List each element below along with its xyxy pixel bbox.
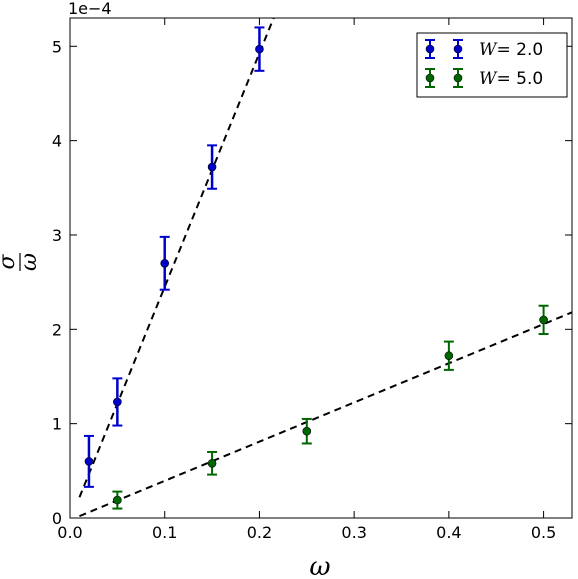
legend-marker <box>453 73 463 83</box>
x-tick-label: 0.4 <box>436 523 461 542</box>
fit-line-series-0 <box>78 17 275 498</box>
data-point <box>539 315 548 325</box>
data-point <box>160 258 170 268</box>
data-point <box>113 397 122 407</box>
data-point <box>207 162 217 172</box>
y-tick-label: 2 <box>52 320 62 339</box>
offset-label: 1e−4 <box>68 0 112 18</box>
data-point <box>255 44 264 54</box>
legend: W= 2.0W= 5.0 <box>416 32 568 98</box>
x-tick-label: 0.5 <box>531 523 556 542</box>
legend-variable: W <box>479 40 498 60</box>
data-points <box>83 26 549 510</box>
data-point <box>302 426 312 436</box>
data-point <box>84 457 94 466</box>
plot-frame <box>69 17 573 519</box>
legend-variable: W <box>479 69 498 89</box>
x-tick-label: 0.1 <box>152 523 177 542</box>
y-tick-label: 0 <box>52 509 62 528</box>
legend-box <box>416 32 568 98</box>
y-axis-label: σ ω <box>0 253 42 271</box>
x-tick-label: 0.0 <box>57 523 82 542</box>
x-tick-label: 0.2 <box>247 523 272 542</box>
fit-line-series-1 <box>79 311 573 518</box>
fit-lines <box>78 17 573 518</box>
y-axis-label-numerator: σ <box>0 254 20 270</box>
legend-value: = 2.0 <box>496 40 543 60</box>
legend-marker <box>453 44 463 54</box>
x-axis-label: ω <box>309 552 330 579</box>
data-point <box>207 458 217 468</box>
y-tick-label: 1 <box>52 415 62 434</box>
legend-value: = 5.0 <box>496 69 543 89</box>
x-tick-label: 0.3 <box>341 523 366 542</box>
data-point <box>444 351 454 361</box>
axes: 0.0 0.1 0.2 0.3 0.4 0.5 0 1 2 3 4 5 <box>52 18 572 542</box>
y-tick-label: 4 <box>52 132 62 151</box>
legend-marker <box>425 73 435 83</box>
y-tick-label: 3 <box>52 226 62 245</box>
legend-marker <box>425 44 435 54</box>
y-tick-label: 5 <box>52 37 62 56</box>
data-point <box>113 495 122 505</box>
legend-label-series-0: W= 2.0 <box>479 40 543 60</box>
legend-label-series-1: W= 5.0 <box>479 69 543 89</box>
y-axis-label-denominator: ω <box>17 253 42 271</box>
